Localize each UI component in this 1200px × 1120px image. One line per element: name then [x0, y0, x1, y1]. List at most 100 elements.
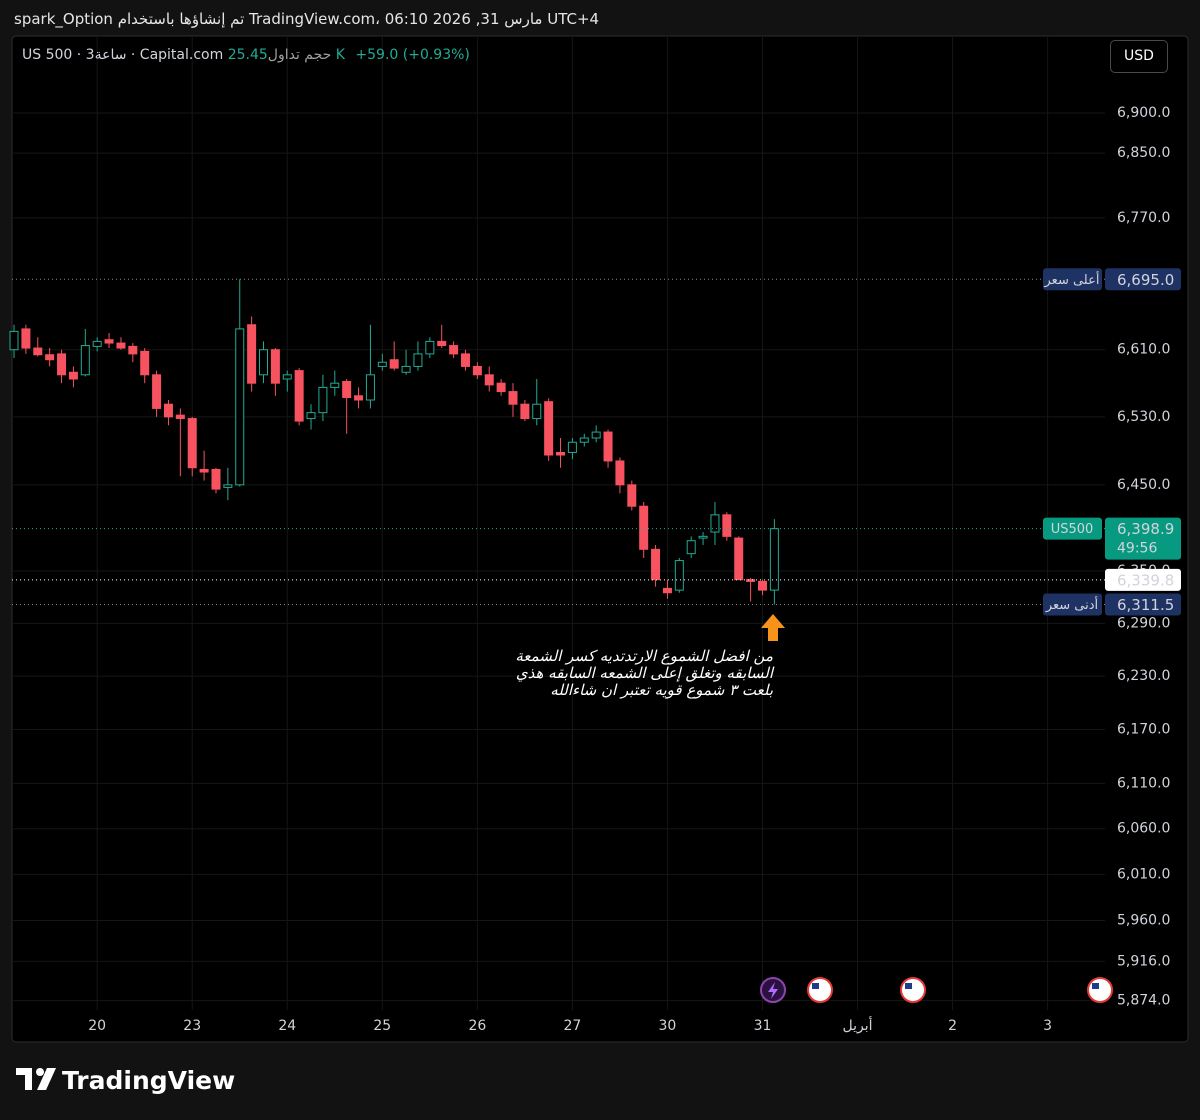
candle-body: [556, 451, 566, 456]
candle-body: [627, 484, 637, 507]
name-badge: [1043, 593, 1102, 616]
candle-body: [68, 371, 78, 380]
candle-body: [235, 328, 245, 486]
candle-body: [45, 354, 55, 361]
candle-body: [532, 403, 542, 420]
x-tick-label: 2: [948, 1018, 957, 1034]
y-tick-label: 6,610.0: [1117, 342, 1170, 358]
name-badge-label: أدنى سعر: [1045, 596, 1098, 613]
y-tick-label: 5,916.0: [1117, 953, 1170, 969]
candle-body: [460, 353, 470, 367]
candle-body: [163, 403, 173, 418]
change: +59.0 (+0.93%): [355, 47, 470, 63]
candle-body: [92, 340, 102, 347]
candle-body: [722, 514, 732, 537]
candle-body: [401, 365, 411, 373]
legend: US 500 · 3ساعة · Capital.com حجم تداول25…: [22, 47, 470, 63]
candle-body: [116, 342, 126, 349]
x-tick-label: 30: [659, 1018, 677, 1034]
candle-body: [567, 441, 577, 453]
candle-body: [128, 345, 138, 355]
candle-body: [757, 580, 767, 591]
x-tick-label: 25: [373, 1018, 391, 1034]
candle-body: [591, 431, 601, 439]
x-tick-label: 26: [468, 1018, 486, 1034]
candle-body: [520, 403, 530, 420]
candle-body: [734, 537, 744, 581]
candle-body: [223, 484, 233, 488]
x-tick-label: 27: [563, 1018, 581, 1034]
candle-body: [199, 468, 209, 473]
name-badge-label: US500: [1051, 522, 1094, 537]
candle-body: [389, 359, 399, 369]
annotation-line: بلعت ٣ شموع قويه تعتبر ان شاءالله: [550, 681, 773, 699]
name-badge: [1043, 268, 1102, 291]
price-badge-label: 6,339.8: [1117, 571, 1174, 589]
candle-body: [57, 353, 67, 376]
brand: TradingView: [62, 1066, 236, 1095]
candle-body: [579, 437, 589, 443]
symbol: US 500 · 3ساعة · Capital.com: [22, 47, 224, 63]
logo: [16, 1068, 56, 1090]
candle-body: [282, 374, 292, 380]
annotation-line: من افضل الشموع الارتدتديه كسر الشمعة: [515, 647, 773, 665]
y-tick-label: 6,230.0: [1117, 668, 1170, 684]
candle-body: [187, 418, 197, 469]
name-badge: [1043, 517, 1102, 540]
event-icon: [905, 983, 912, 989]
y-tick-label: 5,960.0: [1117, 912, 1170, 928]
candle-body: [247, 324, 257, 384]
candle-body: [9, 330, 19, 351]
candle-body: [651, 548, 661, 581]
candle-body: [33, 347, 43, 356]
candle-body: [603, 431, 613, 462]
y-tick-label: 6,290.0: [1117, 615, 1170, 631]
y-tick-label: 6,170.0: [1117, 722, 1170, 738]
candle-body: [413, 353, 423, 367]
price-badge: [1105, 593, 1181, 616]
y-tick-label: 6,450.0: [1117, 477, 1170, 493]
candle-body: [270, 349, 280, 384]
candle-body: [354, 395, 364, 401]
candle-body: [294, 370, 304, 422]
candle-body: [152, 374, 162, 409]
candle-body: [484, 374, 494, 386]
candle-body: [674, 560, 684, 591]
currency-button[interactable]: USD: [1110, 40, 1168, 73]
candle-body: [104, 339, 114, 344]
y-tick-label: 6,770.0: [1117, 210, 1170, 226]
price-badge: [1105, 268, 1181, 291]
candle-body: [472, 365, 482, 376]
candle-body: [175, 414, 185, 420]
chart-frame: [11, 35, 1189, 1043]
x-tick-label: 31: [754, 1018, 772, 1034]
candle-body: [698, 535, 708, 539]
annotation-line: السابقه وتغلق إعلى الشمعه السابقه هذي: [515, 664, 773, 682]
candle-body: [508, 391, 518, 405]
name-badge-label: أعلى سعر: [1044, 271, 1100, 288]
candle-body: [140, 350, 150, 376]
countdown: 49:56: [1117, 541, 1157, 557]
candle-body: [330, 382, 340, 388]
price-badge: [1105, 517, 1181, 560]
credit: spark_Option تم إنشاؤها باستخدام Trading…: [14, 10, 600, 28]
candle-body: [686, 540, 696, 555]
event-icon: [1092, 983, 1099, 989]
candle-body: [21, 328, 31, 349]
candle-body: [342, 381, 352, 398]
price-badge-label: 6,398.9: [1117, 520, 1174, 538]
candle-body: [365, 374, 375, 401]
price-badge-label: 6,311.5: [1117, 596, 1174, 614]
candle-body: [639, 505, 649, 550]
x-tick-label: أبريل: [843, 1016, 873, 1034]
x-tick-label: 3: [1043, 1018, 1052, 1034]
x-tick-label: 20: [88, 1018, 106, 1034]
y-tick-label: 6,530.0: [1117, 409, 1170, 425]
event-icon: [1087, 977, 1113, 1003]
volume: 25.45 K: [227, 47, 345, 63]
candle-body: [710, 514, 720, 533]
candle-body: [496, 382, 506, 393]
candle-body: [769, 528, 779, 591]
